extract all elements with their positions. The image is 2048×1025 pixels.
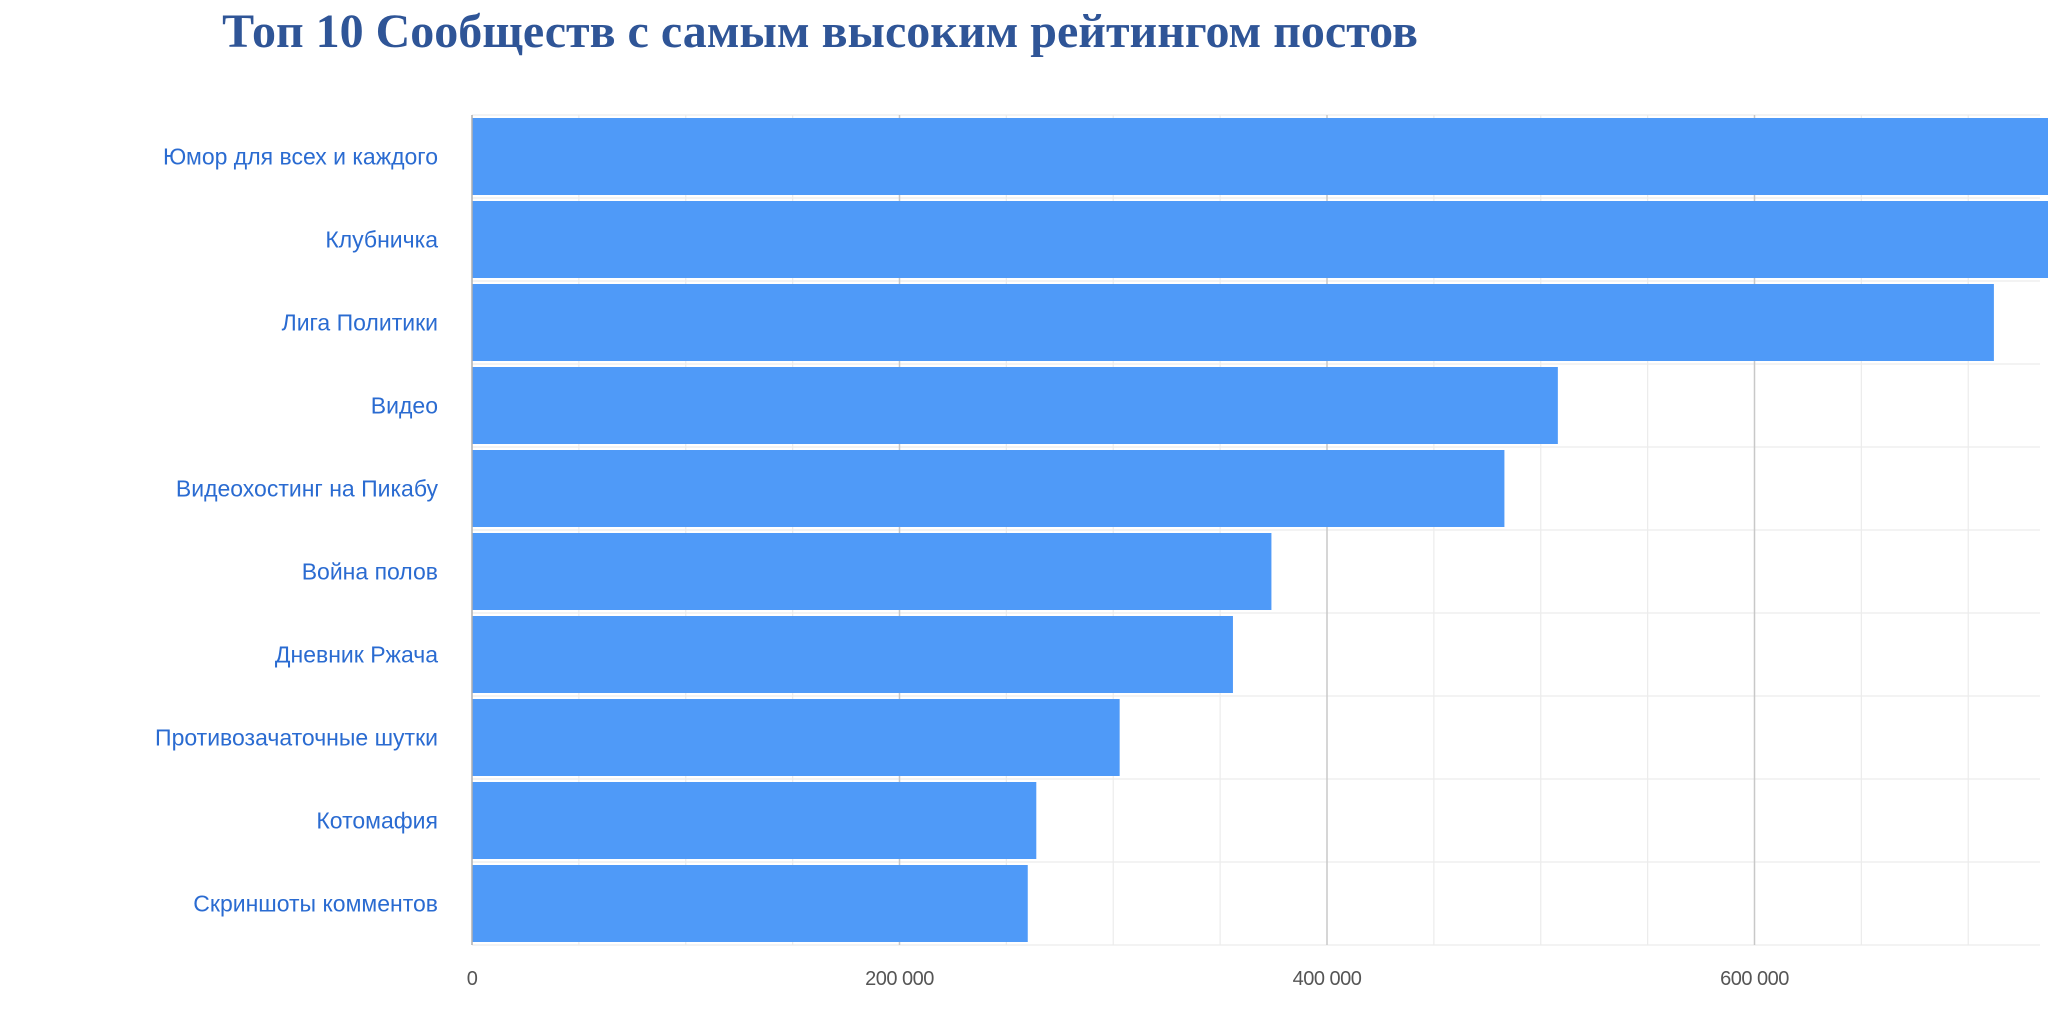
bars — [472, 118, 2048, 942]
bar — [472, 367, 1558, 444]
bar — [472, 201, 2048, 278]
category-label: Война полов — [302, 559, 438, 585]
category-label: Противозачаточные шутки — [155, 725, 438, 751]
x-tick-label: 200 000 — [865, 968, 934, 990]
category-labels: Юмор для всех и каждого Клубничка Лига Пол… — [155, 144, 438, 917]
bar — [472, 533, 1272, 610]
category-label: Скриншоты комментов — [193, 891, 438, 917]
x-tick-label: 600 000 — [1720, 968, 1789, 990]
bar — [472, 450, 1505, 527]
bar — [472, 616, 1233, 693]
bar — [472, 284, 1994, 361]
category-label: Видеохостинг на Пикабу — [176, 476, 439, 502]
bar — [472, 865, 1028, 942]
x-tick-label: 0 — [467, 968, 478, 990]
bar — [472, 782, 1037, 859]
chart-title: Топ 10 Сообществ с самым высоким рейтинг… — [222, 5, 1418, 58]
bar — [472, 118, 2048, 195]
category-label: Дневник Ржача — [275, 642, 438, 668]
bar — [472, 699, 1120, 776]
x-tick-label: 400 000 — [1293, 968, 1362, 990]
category-label: Юмор для всех и каждого — [163, 144, 438, 170]
category-label: Клубничка — [325, 227, 438, 253]
category-label: Котомафия — [316, 808, 438, 834]
category-label: Видео — [371, 393, 438, 419]
category-label: Лига Политики — [282, 310, 438, 336]
